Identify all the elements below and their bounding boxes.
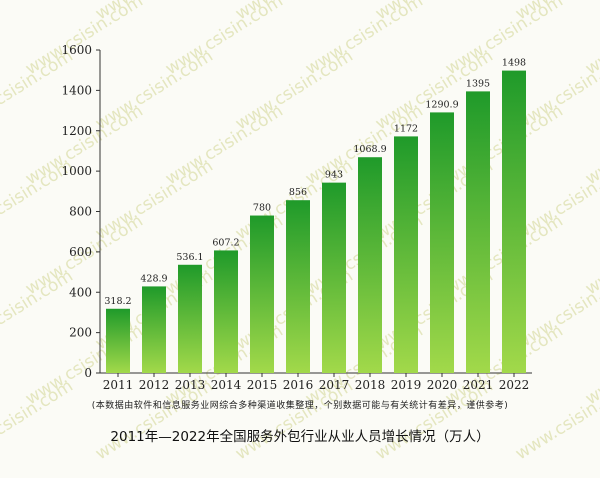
data-label-2014: 607.2 bbox=[212, 237, 239, 248]
data-label-2019: 1172 bbox=[394, 123, 418, 134]
x-tick-label-2013: 2013 bbox=[175, 378, 206, 392]
y-tick-label: 0 bbox=[84, 366, 92, 380]
x-tick-label-2011: 2011 bbox=[103, 378, 134, 392]
data-label-2018: 1068.9 bbox=[353, 144, 386, 155]
bar-2017 bbox=[322, 182, 346, 373]
bar-2012 bbox=[142, 286, 166, 373]
bars bbox=[106, 70, 526, 374]
bar-2019 bbox=[394, 136, 418, 373]
data-label-2011: 318.2 bbox=[104, 296, 131, 307]
data-label-2021: 1395 bbox=[466, 78, 490, 89]
data-label-2020: 1290.9 bbox=[425, 99, 458, 110]
y-tick-label: 400 bbox=[69, 285, 92, 299]
chart-caption: 2011年—2022年全国服务外包行业从业人员增长情况（万人） bbox=[110, 429, 490, 445]
axes bbox=[96, 49, 532, 377]
data-label-2016: 856 bbox=[289, 187, 307, 198]
x-tick-label-2019: 2019 bbox=[391, 378, 422, 392]
x-tick-label-2017: 2017 bbox=[319, 378, 350, 392]
bar-2020 bbox=[430, 112, 454, 373]
y-tick-label: 1200 bbox=[61, 124, 92, 138]
data-label-2015: 780 bbox=[253, 203, 271, 214]
y-tick-label: 1600 bbox=[61, 43, 92, 57]
y-tick-label: 800 bbox=[69, 205, 92, 219]
bar-2022 bbox=[502, 70, 526, 373]
bar-2013 bbox=[178, 264, 202, 373]
data-labels: 318.2 428.9 536.1 607.2 780 856 943 1068.9 1172 1… bbox=[104, 58, 526, 307]
x-tick-label-2018: 2018 bbox=[355, 378, 386, 392]
bar-2015 bbox=[250, 215, 274, 373]
bar-2011 bbox=[106, 308, 130, 373]
x-tick-label-2021: 2021 bbox=[463, 378, 494, 392]
x-tick-label-2015: 2015 bbox=[247, 378, 278, 392]
data-label-2017: 943 bbox=[325, 170, 343, 181]
x-tick-label-2014: 2014 bbox=[211, 378, 242, 392]
data-label-2022: 1498 bbox=[502, 58, 526, 69]
x-tick-label-2022: 2022 bbox=[499, 378, 530, 392]
x-tick-label-2020: 2020 bbox=[427, 378, 458, 392]
data-source-note: (本数据由软件和信息服务业网综合多种渠道收集整理，个别数据可能与有关统计有差异，… bbox=[91, 401, 509, 411]
bar-2021 bbox=[466, 91, 490, 374]
data-label-2013: 536.1 bbox=[176, 252, 203, 263]
x-tick-labels: 2011 2012 2013 2014 2015 2016 2017 2018 2019 2020… bbox=[103, 378, 530, 392]
x-tick-label-2016: 2016 bbox=[283, 378, 314, 392]
y-tick-label: 600 bbox=[69, 245, 92, 259]
data-label-2012: 428.9 bbox=[140, 273, 167, 284]
y-tick-label: 1000 bbox=[61, 164, 92, 178]
bar-2018 bbox=[358, 157, 382, 373]
y-tick-labels: 0 200 400 600 800 1000 1200 1400 1600 bbox=[61, 43, 92, 380]
bar-2016 bbox=[286, 200, 310, 373]
bar-2014 bbox=[214, 250, 238, 373]
y-tick-label: 1400 bbox=[61, 83, 92, 97]
x-tick-label-2012: 2012 bbox=[139, 378, 170, 392]
y-tick-label: 200 bbox=[69, 326, 92, 340]
